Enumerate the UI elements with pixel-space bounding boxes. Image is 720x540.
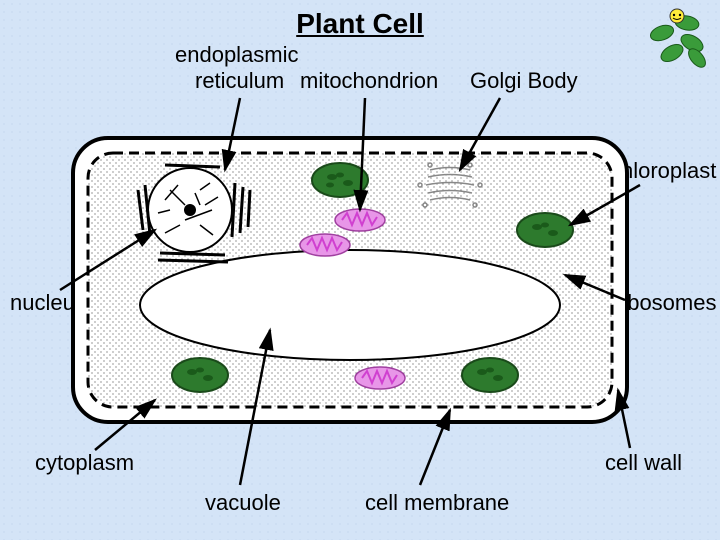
label-er1: endoplasmic — [175, 42, 299, 68]
label-cellwall: cell wall — [605, 450, 682, 476]
label-er2: reticulum — [195, 68, 284, 94]
diagram-title: Plant Cell — [296, 8, 424, 40]
label-golgi: Golgi Body — [470, 68, 578, 94]
label-vacuole: vacuole — [205, 490, 281, 516]
label-ribosomes: ribosomes — [615, 290, 716, 316]
plant-icon — [642, 8, 712, 78]
cell-diagram — [70, 135, 630, 425]
label-mito: mitochondrion — [300, 68, 438, 94]
label-membrane: cell membrane — [365, 490, 509, 516]
label-cytoplasm: cytoplasm — [35, 450, 134, 476]
